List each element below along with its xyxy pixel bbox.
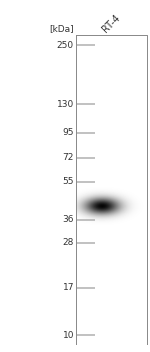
Text: 72: 72 — [63, 153, 74, 162]
Text: 95: 95 — [63, 128, 74, 137]
Text: 28: 28 — [63, 238, 74, 247]
Text: RT-4: RT-4 — [100, 12, 122, 34]
Bar — [76, 35, 147, 345]
Text: 250: 250 — [57, 41, 74, 50]
Text: 17: 17 — [63, 283, 74, 292]
Text: 10: 10 — [63, 331, 74, 340]
Text: 130: 130 — [57, 100, 74, 109]
Text: 36: 36 — [63, 215, 74, 225]
Text: 55: 55 — [63, 177, 74, 186]
Text: [kDa]: [kDa] — [49, 24, 74, 33]
